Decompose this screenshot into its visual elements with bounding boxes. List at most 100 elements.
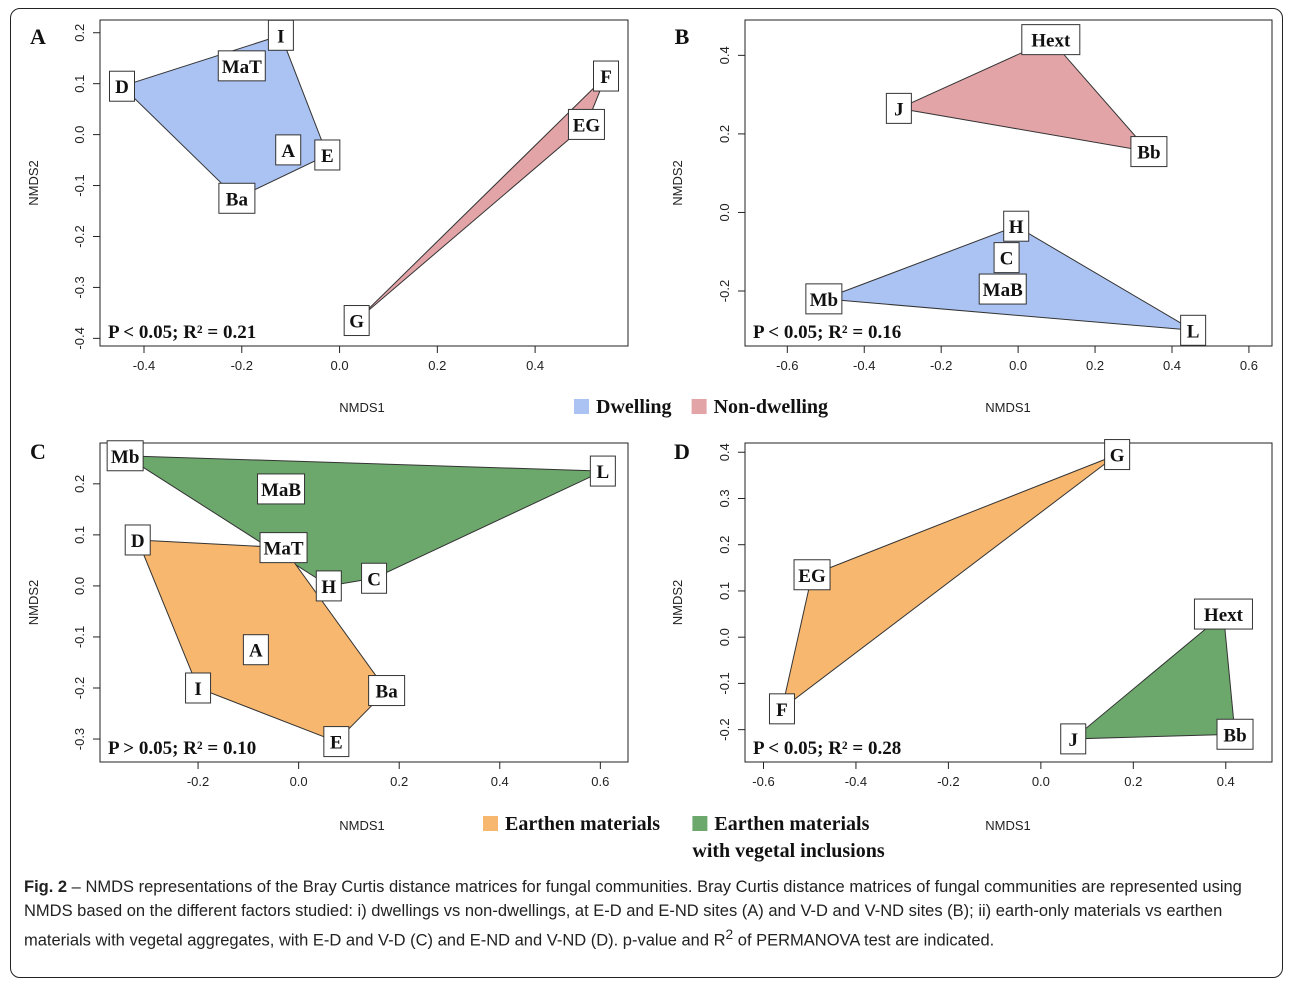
y-tick-label: 0.0 (717, 203, 732, 221)
legend-swatch (574, 399, 589, 414)
x-tick-label: 0.2 (390, 774, 408, 789)
caption-text-end: of PERMANOVA test are indicated. (733, 931, 995, 950)
point-box (768, 693, 795, 725)
point-label: Hext (1031, 31, 1071, 52)
x-tick-label: 0.4 (1163, 358, 1181, 373)
y-tick-label: 0.1 (717, 582, 732, 600)
point-box (593, 60, 619, 92)
point-label: G (1110, 446, 1125, 467)
point-label: J (894, 99, 904, 120)
point-H: H (315, 570, 342, 602)
figure-frame (10, 8, 1283, 978)
point-label: Mb (111, 447, 140, 468)
hull-non-dwelling (897, 38, 1151, 153)
point-box (242, 634, 269, 666)
legend: Dwelling Non-dwelling (574, 396, 828, 418)
y-tick-label: -0.1 (72, 626, 87, 648)
point-box (978, 273, 1027, 305)
x-tick-label: -0.2 (930, 358, 952, 373)
point-J: J (1060, 723, 1087, 755)
point-box (361, 562, 388, 594)
point-L: L (1180, 314, 1207, 346)
y-tick-label: -0.1 (717, 672, 732, 694)
point-label: A (281, 141, 295, 162)
x-tick-label: 0.6 (591, 774, 609, 789)
point-label: H (1009, 217, 1024, 238)
point-box (1104, 439, 1131, 471)
point-label: J (1068, 730, 1078, 751)
point-E: E (314, 139, 341, 171)
point-label: A (249, 641, 263, 662)
point-label: Hext (1204, 605, 1244, 626)
point-box (315, 570, 342, 602)
panel-letter: C (30, 439, 46, 464)
hull-earthen-materials (781, 454, 1118, 711)
point-box (1180, 314, 1207, 346)
legend-swatch (691, 399, 707, 414)
y-axis-label: NMDS2 (26, 580, 41, 626)
plot-area (99, 442, 629, 763)
point-Bb: Bb (1130, 136, 1168, 168)
x-tick-label: -0.6 (752, 774, 774, 789)
point-Mb: Mb (805, 283, 843, 315)
panel-letter: D (674, 439, 690, 464)
point-G: G (1104, 439, 1131, 471)
y-tick-label: 0.1 (72, 526, 87, 544)
y-tick-label: 0.3 (717, 489, 732, 507)
y-tick-label: -0.1 (72, 174, 87, 196)
point-box (124, 524, 151, 556)
caption-text: – NMDS representations of the Bray Curti… (24, 878, 1242, 950)
point-label: D (115, 77, 129, 98)
point-MaB: MaB (257, 473, 306, 505)
x-tick-label: 0.0 (290, 774, 308, 789)
stat-label: P < 0.05; R² = 0.16 (753, 322, 901, 343)
point-MaB: MaB (978, 273, 1027, 305)
point-I: I (185, 672, 212, 704)
point-F: F (593, 60, 619, 92)
point-D: D (124, 524, 151, 556)
point-D: D (109, 70, 135, 102)
point-label: I (194, 679, 201, 700)
point-box (218, 182, 256, 214)
y-tick-label: -0.4 (72, 327, 87, 349)
x-tick-label: -0.2 (937, 774, 959, 789)
point-G: G (343, 305, 370, 337)
x-tick-label: 0.4 (526, 358, 544, 373)
y-tick-label: -0.3 (72, 728, 87, 750)
point-label: Mb (810, 290, 839, 311)
point-box (567, 108, 605, 140)
hull-earthen-materials-with-vegetal-inclusions (1071, 613, 1236, 740)
point-box (1130, 136, 1168, 168)
x-tick-label: 0.4 (1217, 774, 1235, 789)
point-label: MaT (263, 539, 303, 560)
point-I: I (267, 19, 294, 51)
point-E: E (323, 726, 350, 758)
y-axis-label: NMDS2 (26, 160, 41, 206)
point-A: A (242, 634, 269, 666)
y-tick-label: 0.1 (72, 75, 87, 93)
panel-C: -0.2 0.0 0.2 0.4 0.6 0.2 0.1 0.0 -0.1 -0.2 -0.3 NMD… (26, 439, 629, 833)
point-C: C (361, 562, 388, 594)
x-tick-label: 0.2 (1124, 774, 1142, 789)
point-box (343, 305, 370, 337)
y-tick-label: 0.2 (717, 536, 732, 554)
y-tick-label: 0.0 (72, 577, 87, 595)
point-Mb: Mb (106, 440, 144, 472)
point-label: E (321, 146, 334, 167)
figure-canvas: -0.4 -0.2 0.0 0.2 0.4 0.2 0.1 0.0 -0.1 -0.2 -0.3 -0… (26, 19, 1273, 862)
point-box (185, 672, 212, 704)
y-tick-label: 0.2 (72, 475, 87, 493)
point-label: Bb (1223, 725, 1246, 746)
y-axis-label: NMDS2 (670, 160, 685, 206)
point-label: Bb (1137, 143, 1160, 164)
x-axis-label: NMDS1 (339, 400, 385, 415)
panel-A: -0.4 -0.2 0.0 0.2 0.4 0.2 0.1 0.0 -0.1 -0.2 -0.3 -0… (26, 19, 629, 415)
legend-label: Earthen materials (714, 813, 869, 835)
y-tick-label: 0.2 (72, 24, 87, 42)
point-box (275, 134, 302, 166)
point-A: A (275, 134, 302, 166)
panel-B: -0.6 -0.4 -0.2 0.0 0.2 0.4 0.6 0.4 0.2 0.0 -0.2 NMD… (670, 19, 1273, 415)
point-box (993, 242, 1020, 274)
stat-label: P > 0.05; R² = 0.10 (108, 738, 256, 759)
point-box (885, 92, 912, 124)
